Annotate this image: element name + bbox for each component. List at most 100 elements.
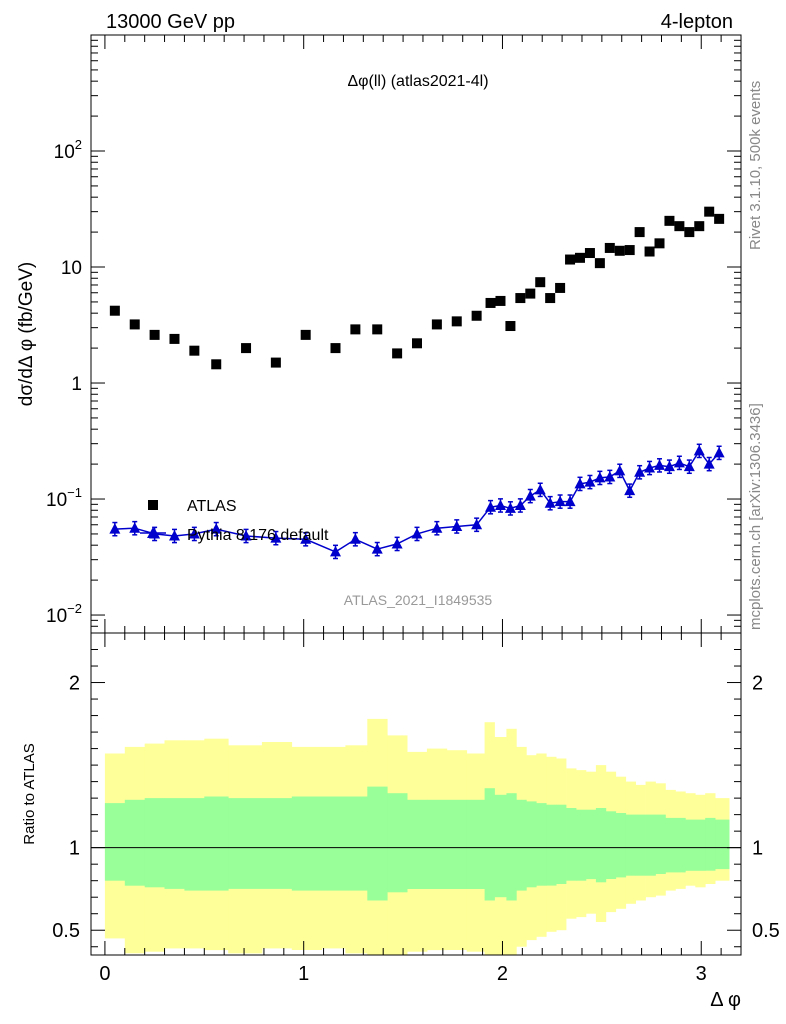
atlas-point (505, 321, 516, 332)
ratio-band-stat (426, 799, 448, 889)
atlas-point (535, 277, 546, 288)
ratio-band-stat (546, 804, 557, 886)
x-axis-label: Δ φ (710, 989, 741, 1011)
atlas-point (189, 345, 200, 356)
ratio-tick-labels: 0.5 0.5 1 1 2 2 0 1 2 3 (52, 673, 780, 985)
atlas-point (674, 221, 685, 232)
side-label-mcplots: mcplots.cern.ch [arXiv:1306.3436] (747, 403, 764, 630)
main-y-tick-labels: 102 10 1 10−1 10−2 (46, 137, 82, 627)
atlas-point (594, 258, 605, 269)
pythia-point (485, 501, 497, 512)
legend-label-atlas: ATLAS (187, 498, 237, 515)
pythia-point (494, 499, 506, 510)
ratio-band-stat (655, 814, 666, 874)
atlas-point (211, 359, 222, 370)
ratio-band-stat (184, 798, 205, 891)
ratio-band-stat (387, 793, 408, 893)
atlas-point (555, 282, 566, 293)
atlas-point (684, 227, 695, 238)
atlas-point (714, 213, 725, 224)
ratio-band-stat (466, 799, 485, 889)
pythia-point (604, 470, 616, 482)
pythia-point (411, 527, 423, 539)
pythia-point (624, 484, 636, 496)
atlas-point (515, 293, 526, 304)
pythia-point (554, 495, 566, 507)
ratio-band-stat (124, 799, 146, 886)
pythia-point (693, 444, 705, 456)
atlas-point (565, 254, 576, 265)
pythia-point (584, 476, 596, 487)
ratio-band-stat (104, 803, 126, 881)
pythia-point (663, 460, 675, 472)
pythia-point (564, 495, 576, 507)
atlas-point (129, 319, 140, 330)
ratio-y-tick-label-right: 0.5 (752, 920, 780, 942)
ratio-y-tick-label-right: 2 (752, 673, 763, 695)
main-y-tick-label: 102 (54, 137, 82, 163)
atlas-point (149, 329, 160, 340)
atlas-point (604, 242, 615, 253)
pythia-series (109, 443, 725, 560)
ratio-y-axis-label: Ratio to ATLAS (21, 743, 38, 844)
atlas-point (451, 316, 462, 327)
ratio-band-stat (407, 799, 428, 889)
legend-marker-pythia (147, 527, 159, 538)
ratio-band-stat (228, 798, 263, 889)
ratio-y-tick-label-left: 1 (69, 838, 80, 860)
ratio-band-stat (635, 814, 646, 876)
main-y-tick-label: 10 (61, 258, 82, 279)
x-tick-label: 0 (99, 963, 110, 985)
pythia-point (270, 532, 282, 543)
atlas-point (485, 297, 496, 308)
main-axis-ticks (91, 34, 741, 634)
atlas-point (431, 319, 442, 330)
main-y-tick-label: 1 (71, 374, 82, 395)
pythia-point (574, 477, 586, 489)
atlas-point (471, 310, 482, 321)
ratio-band-stat (685, 819, 696, 871)
x-tick-label: 1 (298, 963, 309, 985)
ratio-band-stat (705, 817, 716, 871)
ratio-band-stat (605, 811, 617, 879)
pythia-point (188, 527, 200, 539)
atlas-point (330, 343, 341, 354)
atlas-point (109, 305, 120, 316)
atlas-point (654, 238, 665, 249)
pythia-point (210, 523, 222, 534)
ratio-axis-ticks (91, 633, 741, 955)
pythia-point (371, 543, 383, 554)
atlas-point (634, 227, 645, 238)
main-y-axis-label: dσ/dΔ φ (fb/GeV) (16, 262, 37, 406)
pythia-point (654, 459, 666, 470)
ratio-band-stat (695, 819, 706, 871)
atlas-point (614, 245, 625, 256)
atlas-point (624, 245, 635, 256)
pythia-point (614, 464, 626, 476)
atlas-point (694, 221, 705, 232)
ratio-y-tick-label-right: 1 (752, 838, 763, 860)
ratio-band-stat (526, 801, 537, 888)
ratio-panel: 0.5 0.5 1 1 2 2 0 1 2 3 Ratio to ATLAS Δ φ (21, 632, 780, 1011)
ratio-y-tick-label-left: 0.5 (52, 920, 80, 942)
x-tick-label: 2 (497, 963, 508, 985)
atlas-point (704, 206, 715, 217)
main-panel: 102 10 1 10−1 10−2 Δφ(ll) (atlas2021-4l) ATL… (16, 34, 742, 634)
x-tick-label: 3 (696, 963, 707, 985)
ratio-band-stat (506, 793, 517, 901)
pythia-point (329, 545, 341, 557)
main-y-tick-label: 10−2 (46, 601, 82, 627)
atlas-point (350, 324, 361, 335)
pythia-point (673, 456, 685, 468)
ratio-band-stat (665, 817, 676, 873)
side-label-rivet: Rivet 3.1.10, 500k events (747, 81, 764, 250)
pythia-point (129, 522, 141, 533)
ratio-band-stat (645, 814, 656, 876)
ratio-band-stat (484, 788, 495, 901)
ratio-band-stat (144, 798, 165, 888)
ratio-band-stat (615, 813, 627, 878)
ratio-band-stat (204, 796, 229, 891)
atlas-point (392, 348, 403, 359)
ratio-band-stat (595, 808, 607, 883)
